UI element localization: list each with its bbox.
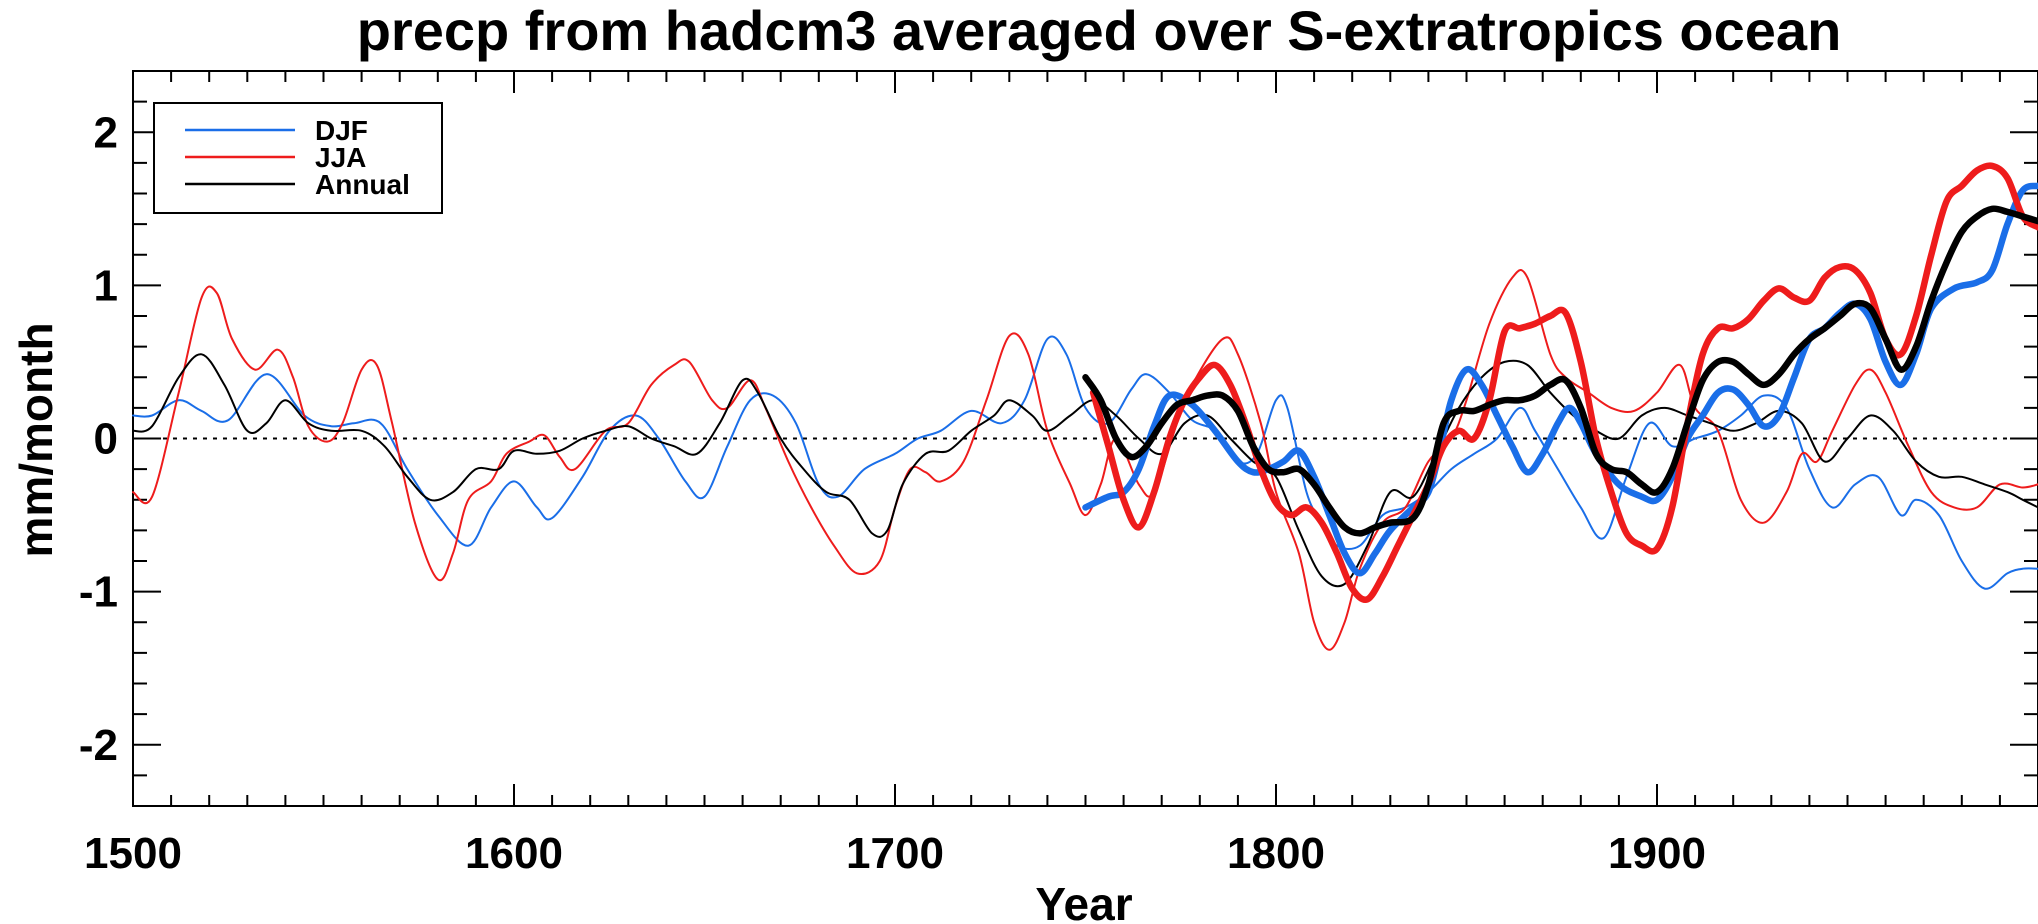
y-tick-label: 0: [94, 415, 118, 464]
legend-label-annual: Annual: [315, 169, 410, 200]
axis-ticks: [132, 70, 2038, 807]
chart-title: precp from hadcm3 averaged over S-extrat…: [357, 0, 1842, 62]
x-tick-label: 1900: [1608, 829, 1706, 878]
x-tick-label: 1700: [846, 829, 944, 878]
tick-labels: 1500 1600 1700 1800 1900 -2 -1 0 1 2: [79, 108, 1706, 878]
x-tick-label: 1800: [1227, 829, 1325, 878]
x-tick-label: 1600: [465, 829, 563, 878]
series-line-annual: [132, 353, 2038, 588]
legend-label-djf: DJF: [315, 115, 368, 146]
y-axis-label: mm/month: [10, 322, 62, 557]
y-tick-label: 2: [94, 108, 118, 157]
y-tick-label: 1: [94, 261, 118, 310]
series-line-annual-smoothed: [1082, 205, 2038, 537]
series-layer: [132, 162, 2038, 651]
x-axis-label: Year: [1035, 878, 1132, 924]
series-line-jja: [132, 269, 2038, 651]
y-tick-label: -2: [79, 721, 118, 770]
y-tick-label: -1: [79, 568, 118, 617]
series-line-djf: [132, 335, 2038, 590]
legend-label-jja: JJA: [315, 142, 366, 173]
x-tick-label: 1500: [84, 829, 182, 878]
